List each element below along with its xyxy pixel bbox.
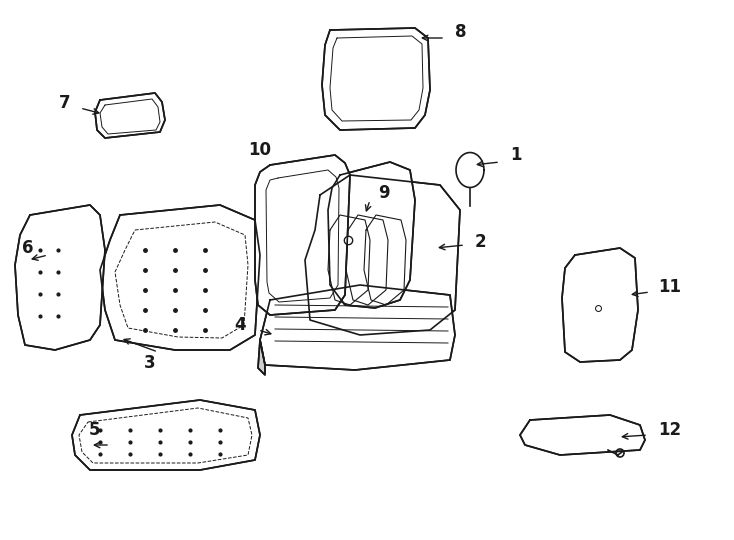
Text: 10: 10 (249, 141, 272, 159)
Polygon shape (100, 205, 260, 350)
Text: 2: 2 (475, 233, 487, 251)
Text: 3: 3 (144, 354, 156, 372)
Polygon shape (305, 175, 460, 335)
Polygon shape (15, 205, 105, 350)
Text: 7: 7 (59, 94, 70, 112)
Text: 11: 11 (658, 278, 681, 296)
Polygon shape (95, 93, 165, 138)
Polygon shape (520, 415, 645, 455)
Polygon shape (260, 285, 455, 370)
Text: 5: 5 (90, 421, 101, 439)
Text: 1: 1 (510, 146, 521, 164)
Polygon shape (72, 400, 260, 470)
Text: 8: 8 (455, 23, 467, 41)
Polygon shape (562, 248, 638, 362)
Text: 6: 6 (22, 239, 34, 257)
Polygon shape (258, 340, 265, 375)
Text: 12: 12 (658, 421, 681, 439)
Text: 4: 4 (234, 316, 246, 334)
Polygon shape (255, 155, 350, 315)
Polygon shape (328, 162, 415, 308)
Polygon shape (322, 28, 430, 130)
Text: 9: 9 (378, 184, 390, 202)
